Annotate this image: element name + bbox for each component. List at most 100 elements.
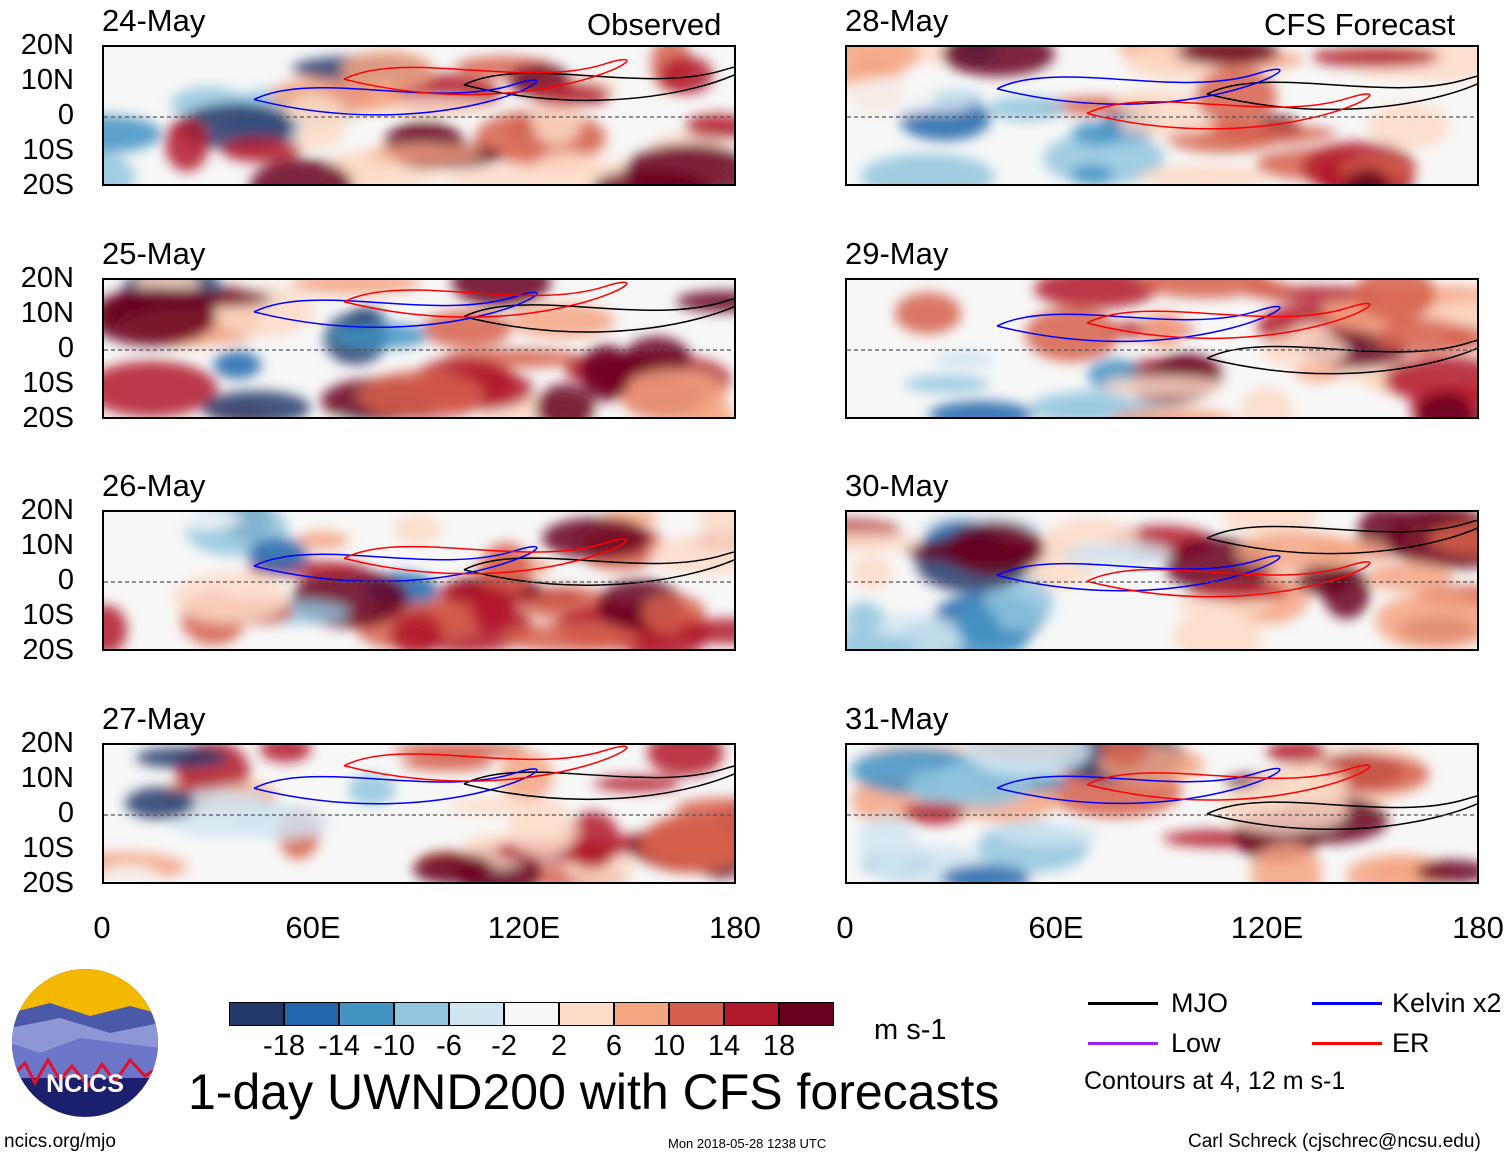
field-blob	[329, 322, 429, 349]
field-blob	[1211, 125, 1337, 143]
field-blob	[451, 280, 551, 307]
field-blob	[172, 572, 289, 623]
field-blob	[847, 631, 917, 649]
colorbar-label: -14	[318, 1030, 360, 1062]
colorbar-label: 18	[762, 1030, 796, 1062]
field-blob	[1250, 842, 1323, 882]
field-blob	[393, 513, 442, 545]
field-blob	[941, 864, 1031, 882]
field-blob	[699, 512, 734, 545]
colorbar-swatch	[504, 1002, 559, 1026]
contour-line	[1086, 302, 1371, 340]
contour-line	[343, 281, 628, 318]
lon-tick-label: 120E	[487, 910, 561, 945]
contour-line	[463, 298, 734, 333]
legend-line-low	[1088, 1042, 1158, 1045]
colorbar-label: -2	[491, 1030, 517, 1062]
legend-label-low: Low	[1171, 1028, 1221, 1058]
contour-line	[253, 768, 538, 805]
figure-title: 1-day UWND200 with CFS forecasts	[188, 1064, 1000, 1120]
field-blob	[928, 400, 1034, 417]
field-blob	[983, 575, 1054, 632]
lat-tick-label: 10N	[20, 297, 74, 329]
wind-field	[104, 512, 734, 649]
field-blob	[904, 375, 990, 393]
field-blob	[213, 350, 262, 379]
field-blob	[1222, 512, 1319, 536]
legend-label-mjo: MJO	[1171, 988, 1228, 1018]
contour-line	[1206, 519, 1477, 555]
field-blob	[390, 612, 443, 649]
field-blob	[941, 47, 1055, 77]
contour-line	[996, 305, 1281, 343]
field-blob	[1236, 531, 1358, 571]
wind-field	[847, 512, 1477, 649]
field-blob	[987, 96, 1067, 121]
map-panel	[102, 743, 736, 884]
field-blob	[1428, 522, 1477, 556]
field-blob	[1416, 860, 1477, 882]
lat-tick-label: 10S	[22, 599, 74, 631]
colorbar-swatch	[339, 1002, 394, 1026]
lon-tick-label: 120E	[1230, 910, 1304, 945]
colorbar-label: -18	[263, 1030, 305, 1062]
field-blob	[1071, 121, 1124, 145]
ncics-logo[interactable]: NCICS	[10, 968, 160, 1118]
contour-line	[996, 68, 1281, 105]
field-blob	[502, 623, 640, 649]
field-blob	[1344, 168, 1390, 184]
field-blob	[104, 360, 218, 417]
legend-line-mjo	[1088, 1002, 1158, 1005]
field-blob	[902, 800, 965, 825]
contour-line	[253, 545, 538, 583]
wind-field	[104, 280, 734, 417]
map-panel	[845, 278, 1479, 419]
field-blob	[619, 368, 728, 417]
site-link[interactable]: ncics.org/mjo	[4, 1131, 116, 1152]
field-blob	[542, 517, 651, 559]
field-blob	[847, 78, 936, 117]
field-blob	[1173, 609, 1263, 649]
colorbar-label: 6	[605, 1030, 623, 1062]
colorbar-swatch	[394, 1002, 449, 1026]
field-blob	[1266, 745, 1327, 765]
field-blob	[291, 280, 421, 295]
field-blob	[125, 786, 196, 820]
field-blob	[592, 169, 708, 184]
map-panel	[102, 45, 736, 186]
field-blob	[1101, 375, 1224, 398]
field-blob	[367, 145, 483, 163]
colorbar-label: 10	[652, 1030, 686, 1062]
field-blob	[967, 745, 1090, 777]
field-blob	[1025, 306, 1119, 362]
legend-line-er	[1312, 1042, 1382, 1045]
field-blob	[1110, 408, 1233, 417]
lat-tick-label: 10S	[22, 134, 74, 166]
field-blob	[471, 586, 516, 634]
field-blob	[135, 746, 228, 769]
contour-line	[253, 79, 538, 116]
field-blob	[1296, 565, 1350, 596]
field-blob	[847, 531, 920, 552]
lon-tick-label: 0	[836, 910, 854, 945]
field-blob	[1100, 745, 1149, 769]
colorbar-swatch	[559, 1002, 614, 1026]
field-blob	[1310, 539, 1392, 563]
field-blob	[659, 56, 713, 95]
field-blob	[330, 817, 426, 853]
field-blob	[296, 531, 349, 550]
colorbar-swatch	[284, 1002, 339, 1026]
field-blob	[1367, 102, 1450, 150]
wind-field	[847, 280, 1477, 417]
panel-date: 27-May	[102, 701, 206, 736]
field-blob	[650, 535, 734, 575]
contour-line	[996, 767, 1281, 805]
field-blob	[1142, 310, 1186, 349]
lat-tick-label: 20S	[22, 634, 74, 666]
lon-tick-label: 60E	[1028, 910, 1084, 945]
field-blob	[412, 853, 494, 882]
panel-date: 26-May	[102, 468, 206, 503]
field-blob	[1116, 109, 1215, 137]
lat-tick-label: 10N	[20, 64, 74, 96]
field-blob	[1029, 392, 1137, 417]
